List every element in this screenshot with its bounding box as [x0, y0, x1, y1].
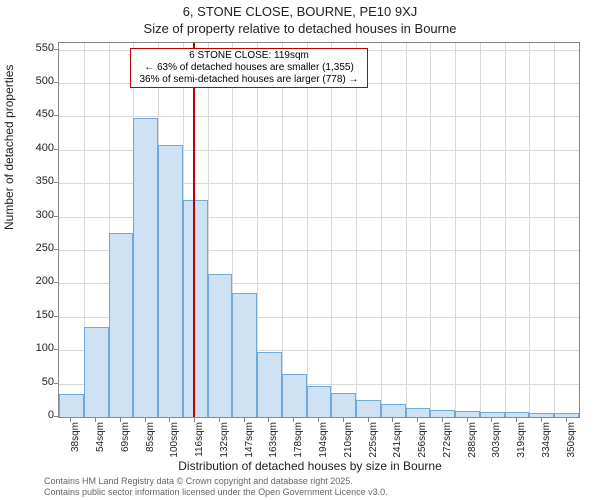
- xtick-label: 147sqm: [244, 422, 255, 462]
- plot-area: [58, 42, 580, 418]
- chart-container: 6, STONE CLOSE, BOURNE, PE10 9XJ Size of…: [0, 0, 600, 500]
- ytick-label: 450: [14, 108, 54, 120]
- histogram-bar: [232, 293, 257, 417]
- xtick-label: 132sqm: [219, 422, 230, 462]
- xtick-label: 256sqm: [417, 422, 428, 462]
- ytick-label: 250: [14, 242, 54, 254]
- histogram-bar: [282, 374, 307, 417]
- chart-title-main: 6, STONE CLOSE, BOURNE, PE10 9XJ: [0, 4, 600, 19]
- histogram-bar: [331, 393, 356, 417]
- x-axis-label: Distribution of detached houses by size …: [0, 459, 600, 473]
- xtick-label: 334sqm: [541, 422, 552, 462]
- ytick-label: 300: [14, 209, 54, 221]
- histogram-bar: [554, 413, 579, 417]
- xtick-label: 319sqm: [516, 422, 527, 462]
- ytick-label: 100: [14, 342, 54, 354]
- histogram-bar: [158, 145, 183, 417]
- xtick-label: 54sqm: [95, 422, 106, 462]
- ytick-label: 200: [14, 275, 54, 287]
- histogram-bar: [406, 408, 431, 417]
- histogram-bar: [356, 400, 381, 417]
- xtick-label: 303sqm: [491, 422, 502, 462]
- ytick-label: 0: [14, 409, 54, 421]
- histogram-bar: [480, 412, 505, 417]
- xtick-label: 178sqm: [293, 422, 304, 462]
- histogram-bar: [455, 411, 480, 417]
- ytick-label: 50: [14, 376, 54, 388]
- histogram-bar: [59, 394, 84, 417]
- annotation-line1: 6 STONE CLOSE: 119sqm: [134, 50, 364, 62]
- histogram-bar: [84, 327, 109, 417]
- annotation-line3: 36% of semi-detached houses are larger (…: [134, 74, 364, 86]
- footer-text: Contains HM Land Registry data © Crown c…: [44, 476, 388, 498]
- ytick-label: 500: [14, 75, 54, 87]
- annotation-line2: ← 63% of detached houses are smaller (1,…: [134, 62, 364, 74]
- histogram-bar: [307, 386, 332, 417]
- histogram-bar: [505, 412, 530, 417]
- histogram-bar: [430, 410, 455, 417]
- xtick-label: 225sqm: [368, 422, 379, 462]
- annotation-box: 6 STONE CLOSE: 119sqm ← 63% of detached …: [130, 48, 368, 88]
- xtick-label: 350sqm: [566, 422, 577, 462]
- xtick-label: 38sqm: [70, 422, 81, 462]
- xtick-label: 116sqm: [194, 422, 205, 462]
- xtick-label: 210sqm: [343, 422, 354, 462]
- xtick-label: 194sqm: [318, 422, 329, 462]
- histogram-bar: [529, 413, 554, 417]
- histogram-bar: [109, 233, 134, 417]
- xtick-label: 163sqm: [268, 422, 279, 462]
- ytick-label: 400: [14, 142, 54, 154]
- ytick-label: 150: [14, 309, 54, 321]
- xtick-label: 288sqm: [467, 422, 478, 462]
- histogram-bar: [257, 352, 282, 417]
- marker-line: [193, 43, 195, 417]
- footer-line2: Contains public sector information licen…: [44, 487, 388, 498]
- histogram-bar: [208, 274, 233, 417]
- histogram-bar: [381, 404, 406, 417]
- xtick-label: 69sqm: [120, 422, 131, 462]
- xtick-label: 85sqm: [145, 422, 156, 462]
- ytick-label: 550: [14, 42, 54, 54]
- xtick-label: 241sqm: [392, 422, 403, 462]
- chart-title-sub: Size of property relative to detached ho…: [0, 21, 600, 36]
- xtick-label: 100sqm: [169, 422, 180, 462]
- footer-line1: Contains HM Land Registry data © Crown c…: [44, 476, 388, 487]
- histogram-bar: [133, 118, 158, 417]
- xtick-label: 272sqm: [442, 422, 453, 462]
- ytick-label: 350: [14, 175, 54, 187]
